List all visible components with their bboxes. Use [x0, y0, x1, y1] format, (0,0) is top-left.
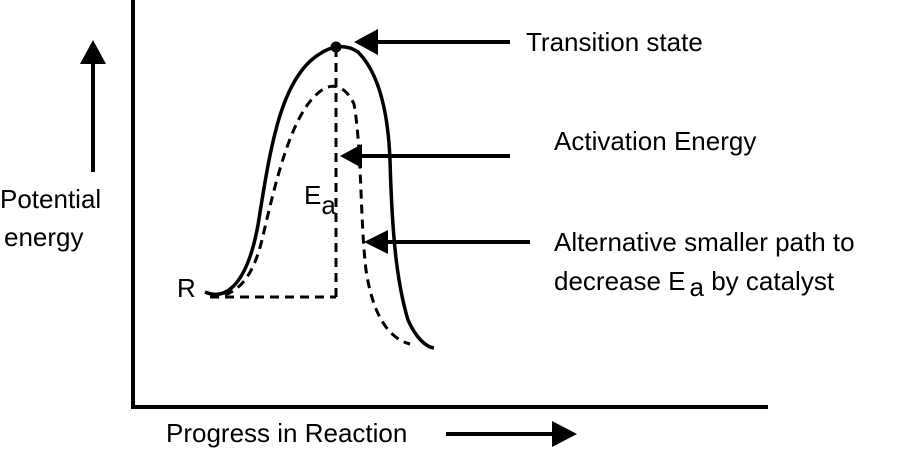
- alt-path-line2-subscript: a: [690, 272, 705, 302]
- y-axis-label-line2: energy: [4, 222, 84, 252]
- uncatalyzed-energy-curve: [204, 45, 435, 350]
- alt-path-line2-pre: decrease E: [554, 266, 686, 296]
- y-axis-label-line1: Potential: [0, 184, 101, 214]
- catalyzed-energy-curve: [209, 84, 411, 346]
- activation-energy-arrowhead: [340, 144, 362, 168]
- transition-state-arrowhead: [354, 29, 378, 55]
- reactant-label: R: [177, 273, 196, 303]
- transition-state-point: [330, 41, 342, 53]
- ea-label-main: E: [304, 180, 321, 210]
- alt-path-line2-post: by catalyst: [704, 266, 835, 296]
- ea-label-subscript: a: [321, 190, 336, 220]
- alternative-path-arrowhead: [364, 230, 388, 254]
- y-axis-direction-arrowhead: [80, 40, 106, 64]
- x-axis-label: Progress in Reaction: [166, 418, 407, 448]
- x-axis-direction-arrowhead: [552, 421, 577, 447]
- alternative-path-label-line1: Alternative smaller path to: [554, 227, 855, 257]
- activation-energy-label: Activation Energy: [554, 126, 756, 156]
- transition-state-label: Transition state: [526, 27, 703, 57]
- ea-label: Ea: [304, 180, 336, 220]
